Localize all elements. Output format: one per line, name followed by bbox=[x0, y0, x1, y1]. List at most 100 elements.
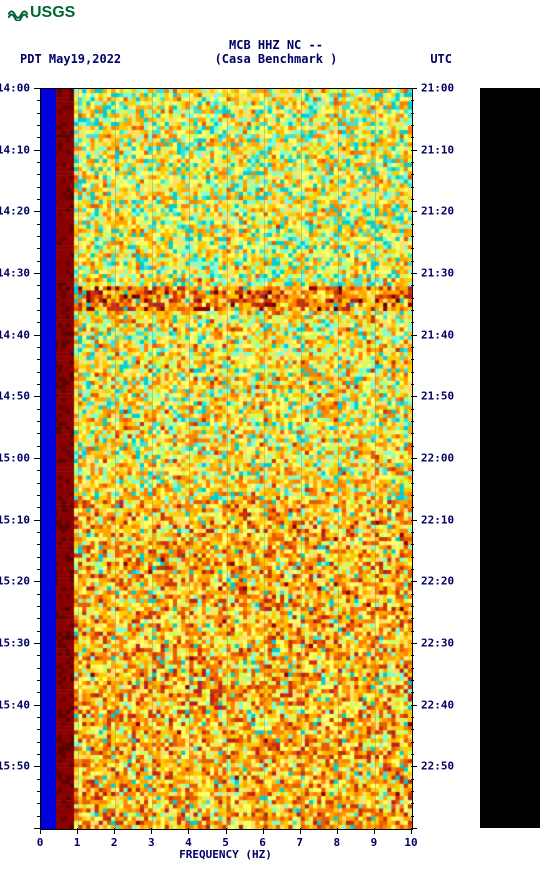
y-tick-label: 22:20 bbox=[421, 575, 454, 588]
y-tick-label: 22:30 bbox=[421, 637, 454, 650]
y-minor-tick bbox=[411, 631, 414, 632]
y-minor-tick bbox=[411, 310, 414, 311]
y-minor-tick bbox=[411, 655, 414, 656]
y-tick-label: 14:30 bbox=[0, 267, 30, 280]
y-tick-label: 21:40 bbox=[421, 328, 454, 341]
y-minor-tick bbox=[411, 544, 414, 545]
y-tick-label: 15:50 bbox=[0, 760, 30, 773]
y-tick bbox=[411, 396, 417, 397]
y-minor-tick bbox=[411, 557, 414, 558]
y-tick bbox=[411, 211, 417, 212]
y-minor-tick bbox=[411, 199, 414, 200]
header-center-top: MCB HHZ NC -- bbox=[0, 38, 552, 52]
y-tick bbox=[411, 458, 417, 459]
x-tick bbox=[263, 828, 264, 834]
y-minor-tick bbox=[411, 421, 414, 422]
y-tick bbox=[411, 581, 417, 582]
y-minor-tick bbox=[411, 569, 414, 570]
y-minor-tick bbox=[411, 606, 414, 607]
spectrogram-plot bbox=[40, 88, 413, 830]
y-minor-tick bbox=[411, 384, 414, 385]
x-tick bbox=[411, 828, 412, 834]
y-tick bbox=[411, 88, 417, 89]
y-minor-tick bbox=[411, 137, 414, 138]
y-tick-label: 14:40 bbox=[0, 328, 30, 341]
y-tick bbox=[411, 705, 417, 706]
x-tick bbox=[151, 828, 152, 834]
x-tick bbox=[188, 828, 189, 834]
y-minor-tick bbox=[411, 125, 414, 126]
y-minor-tick bbox=[411, 298, 414, 299]
y-minor-tick bbox=[411, 532, 414, 533]
y-tick bbox=[411, 643, 417, 644]
y-minor-tick bbox=[411, 162, 414, 163]
x-tick bbox=[77, 828, 78, 834]
y-minor-tick bbox=[411, 372, 414, 373]
y-tick-label: 22:40 bbox=[421, 698, 454, 711]
y-minor-tick bbox=[411, 470, 414, 471]
y-tick bbox=[411, 520, 417, 521]
y-minor-tick bbox=[411, 507, 414, 508]
y-tick-label: 21:10 bbox=[421, 143, 454, 156]
y-tick-label: 15:20 bbox=[0, 575, 30, 588]
y-minor-tick bbox=[411, 680, 414, 681]
logo-text: USGS bbox=[30, 4, 75, 22]
y-tick bbox=[411, 766, 417, 767]
x-tick bbox=[337, 828, 338, 834]
wave-icon bbox=[8, 5, 28, 21]
y-tick-label: 22:00 bbox=[421, 452, 454, 465]
y-minor-tick bbox=[411, 779, 414, 780]
y-minor-tick bbox=[411, 495, 414, 496]
y-minor-tick bbox=[411, 187, 414, 188]
header-center-bottom: (Casa Benchmark ) bbox=[0, 52, 552, 66]
y-minor-tick bbox=[411, 446, 414, 447]
y-tick-label: 21:00 bbox=[421, 82, 454, 95]
y-minor-tick bbox=[411, 409, 414, 410]
y-tick-label: 15:10 bbox=[0, 513, 30, 526]
usgs-logo: USGS bbox=[8, 4, 75, 22]
y-tick-label: 22:10 bbox=[421, 513, 454, 526]
y-minor-tick bbox=[411, 754, 414, 755]
y-minor-tick bbox=[411, 618, 414, 619]
y-minor-tick bbox=[411, 433, 414, 434]
y-minor-tick bbox=[411, 322, 414, 323]
y-tick-label: 21:30 bbox=[421, 267, 454, 280]
y-minor-tick bbox=[411, 224, 414, 225]
y-minor-tick bbox=[411, 594, 414, 595]
x-tick bbox=[300, 828, 301, 834]
y-minor-tick bbox=[411, 359, 414, 360]
y-axis-left: 14:0014:1014:2014:3014:4014:5015:0015:10… bbox=[0, 88, 40, 828]
y-minor-tick bbox=[411, 668, 414, 669]
y-tick-label: 14:10 bbox=[0, 143, 30, 156]
y-minor-tick bbox=[411, 742, 414, 743]
x-tick bbox=[40, 828, 41, 834]
y-tick bbox=[411, 273, 417, 274]
y-tick-label: 15:00 bbox=[0, 452, 30, 465]
colorbar bbox=[480, 88, 540, 828]
y-tick bbox=[411, 335, 417, 336]
y-minor-tick bbox=[411, 347, 414, 348]
blue-strip bbox=[41, 89, 56, 829]
y-minor-tick bbox=[411, 816, 414, 817]
x-tick bbox=[114, 828, 115, 834]
header-right: UTC bbox=[430, 52, 452, 66]
y-tick-label: 14:50 bbox=[0, 390, 30, 403]
y-tick-label: 21:20 bbox=[421, 205, 454, 218]
y-minor-tick bbox=[411, 483, 414, 484]
y-minor-tick bbox=[411, 100, 414, 101]
y-tick bbox=[411, 150, 417, 151]
y-minor-tick bbox=[411, 174, 414, 175]
y-minor-tick bbox=[411, 692, 414, 693]
y-minor-tick bbox=[411, 285, 414, 286]
x-tick bbox=[374, 828, 375, 834]
x-axis-title: FREQUENCY (HZ) bbox=[40, 848, 411, 861]
y-axis-right: 21:0021:1021:2021:3021:4021:5022:0022:10… bbox=[411, 88, 461, 828]
y-tick-label: 22:50 bbox=[421, 760, 454, 773]
y-minor-tick bbox=[411, 236, 414, 237]
y-minor-tick bbox=[411, 717, 414, 718]
y-tick-label: 21:50 bbox=[421, 390, 454, 403]
y-minor-tick bbox=[411, 791, 414, 792]
y-minor-tick bbox=[411, 248, 414, 249]
y-tick-label: 14:00 bbox=[0, 82, 30, 95]
y-minor-tick bbox=[411, 261, 414, 262]
